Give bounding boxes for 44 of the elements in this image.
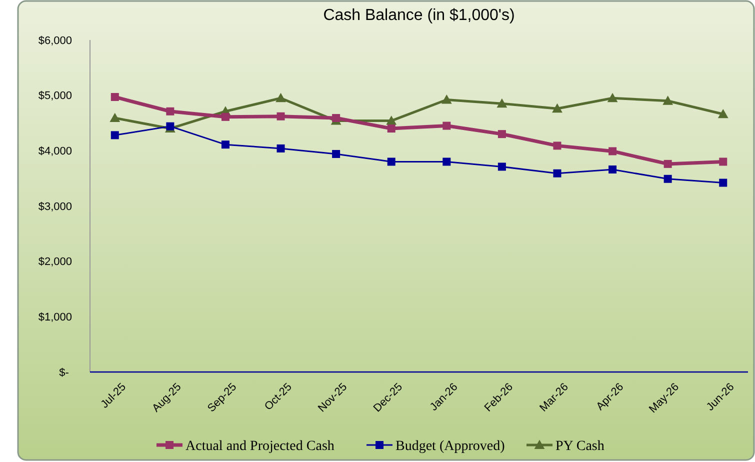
point [719, 178, 728, 187]
point [662, 96, 674, 105]
point [110, 112, 120, 122]
point [664, 174, 672, 183]
y-tick-label: $2,000 [38, 256, 72, 268]
y-tick-label: $- [59, 366, 70, 379]
point [664, 160, 672, 168]
point [607, 92, 618, 102]
point [608, 147, 617, 156]
point [110, 131, 119, 140]
point [276, 92, 286, 102]
point [498, 162, 506, 171]
point [221, 140, 230, 149]
point [332, 150, 340, 158]
point [442, 122, 451, 130]
point [276, 144, 285, 152]
point [166, 107, 174, 116]
legend-label: Actual and Projected Cash [186, 438, 334, 454]
legend-label: Budget (Approved) [396, 438, 506, 454]
chart-title: Cash Balance (in $1,000's) [323, 7, 515, 24]
point [221, 112, 230, 121]
point [719, 158, 728, 166]
legend-label: PY Cash [556, 438, 604, 454]
y-tick-label: $3,000 [38, 200, 72, 213]
y-tick-label: $5,000 [38, 90, 72, 102]
point [498, 130, 506, 138]
point [387, 124, 396, 133]
y-tick-label: $6,000 [38, 34, 72, 47]
point [386, 116, 397, 125]
point [553, 169, 562, 178]
point [166, 122, 174, 130]
point [552, 103, 562, 113]
point [718, 108, 728, 118]
y-tick-label: $4,000 [38, 146, 72, 158]
point [110, 92, 119, 101]
point [496, 98, 508, 108]
point [553, 142, 562, 150]
point [441, 94, 452, 104]
point [387, 158, 396, 166]
point [276, 112, 285, 120]
point [608, 165, 617, 174]
point [442, 158, 451, 166]
y-tick-label: $1,000 [38, 312, 72, 324]
point [332, 114, 340, 122]
